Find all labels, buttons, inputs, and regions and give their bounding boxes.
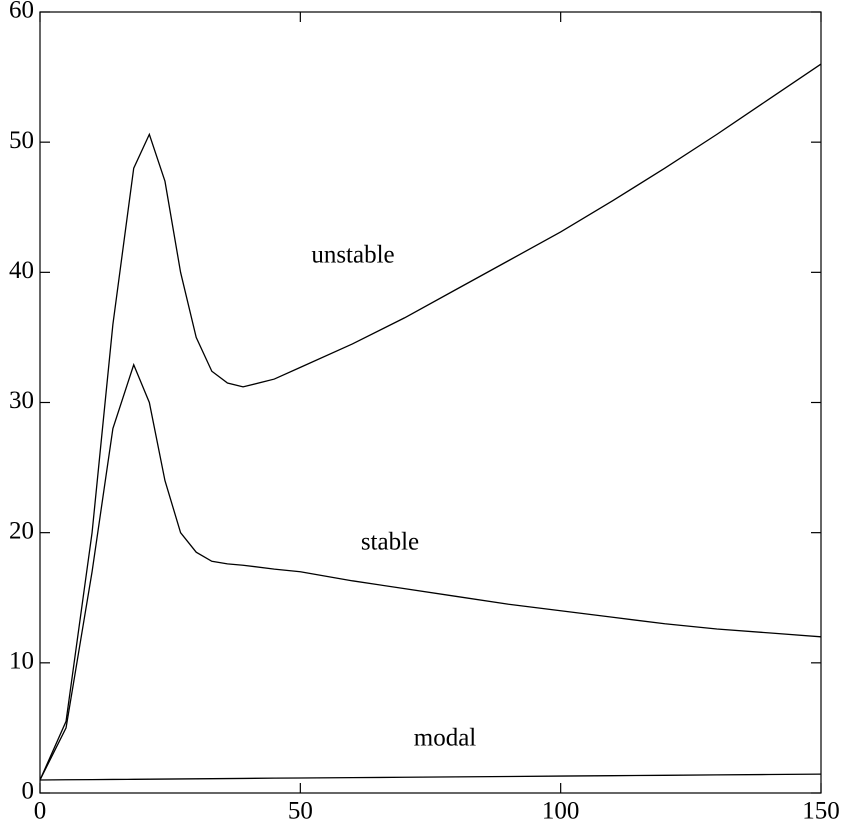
y-tick-label: 0: [22, 778, 35, 805]
line-1: [39, 362, 822, 781]
y-tick-label: 20: [9, 517, 34, 544]
x-tick-label: 150: [802, 798, 840, 825]
x-tick-label: 100: [542, 798, 580, 825]
y-tick-label: 60: [9, 0, 34, 24]
x-tick-label: 50: [288, 798, 313, 825]
plot-frame: [39, 11, 822, 794]
line-2: [39, 773, 822, 781]
series-label: stable: [361, 529, 419, 556]
x-tick-label: 0: [34, 798, 47, 825]
y-tick-label: 40: [9, 257, 34, 284]
y-tick-label: 50: [9, 127, 34, 154]
series-label: unstable: [311, 242, 394, 269]
y-tick-label: 10: [9, 648, 34, 675]
line-0: [39, 63, 822, 781]
series-label: modal: [414, 725, 477, 752]
y-tick-label: 30: [9, 387, 34, 414]
